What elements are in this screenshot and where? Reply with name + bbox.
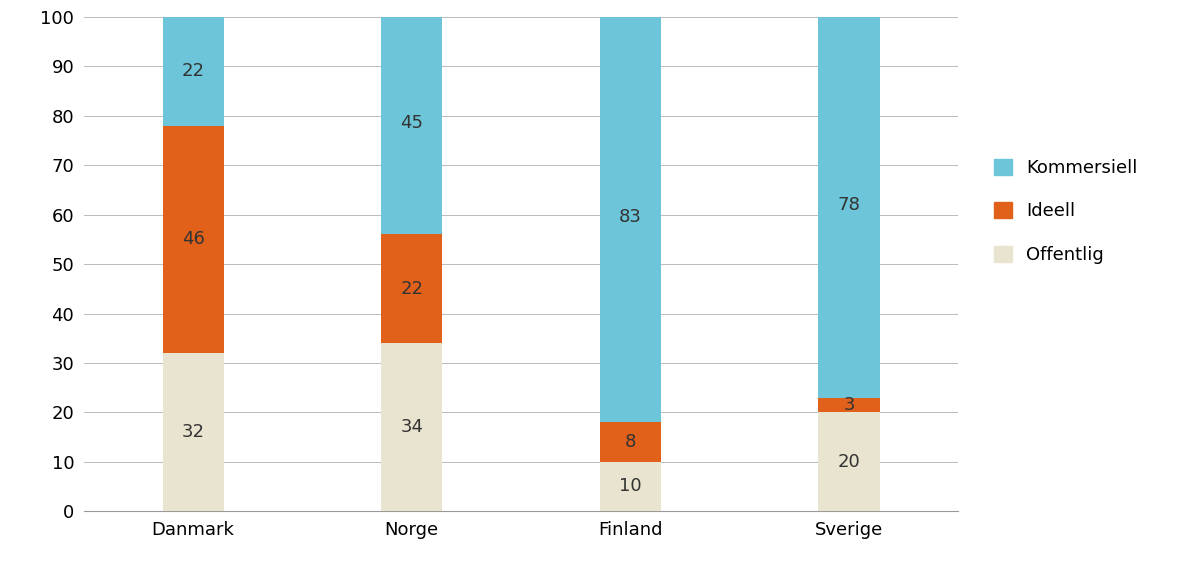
Text: 20: 20 xyxy=(837,453,860,471)
Text: 3: 3 xyxy=(843,396,855,414)
Bar xyxy=(381,12,442,235)
Text: 22: 22 xyxy=(182,62,205,81)
Text: 45: 45 xyxy=(400,114,423,132)
Text: 78: 78 xyxy=(837,196,860,214)
Bar xyxy=(600,12,661,422)
Text: 32: 32 xyxy=(182,423,205,441)
Bar xyxy=(600,462,661,511)
Bar xyxy=(818,12,879,398)
Text: 10: 10 xyxy=(619,478,642,495)
Bar xyxy=(163,353,224,511)
Bar xyxy=(818,412,879,511)
Bar xyxy=(818,398,879,412)
Bar xyxy=(381,235,442,343)
Bar xyxy=(600,422,661,462)
Text: 46: 46 xyxy=(182,231,205,248)
Text: 34: 34 xyxy=(400,418,423,436)
Bar xyxy=(381,343,442,511)
Text: 8: 8 xyxy=(625,433,636,451)
Text: 22: 22 xyxy=(400,280,423,298)
Bar xyxy=(163,17,224,126)
Text: 83: 83 xyxy=(619,208,642,226)
Bar xyxy=(163,126,224,353)
Legend: Kommersiell, Ideell, Offentlig: Kommersiell, Ideell, Offentlig xyxy=(985,149,1146,273)
